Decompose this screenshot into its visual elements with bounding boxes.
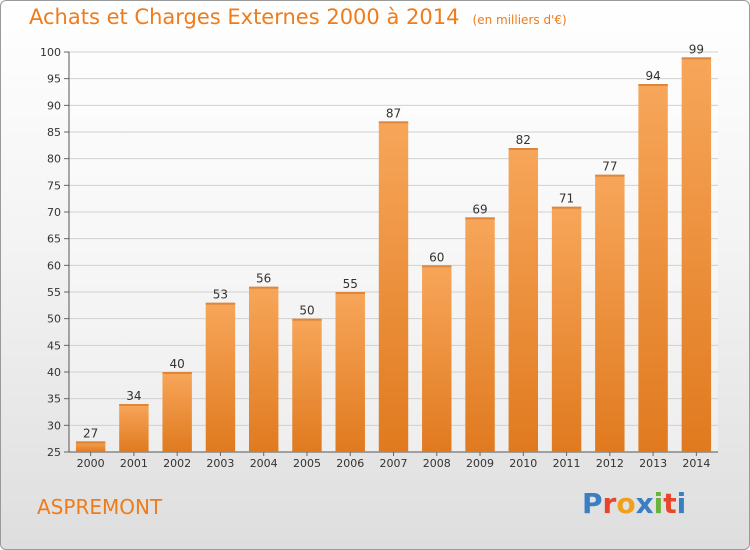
y-tick-label: 95 xyxy=(47,73,61,86)
bar-top-edge xyxy=(422,265,452,268)
x-tick-label-2008: 2008 xyxy=(423,457,451,470)
commune-name: ASPREMONT xyxy=(37,495,163,519)
y-tick-label: 70 xyxy=(47,206,61,219)
bar-2010 xyxy=(508,148,539,452)
x-tick-label-2009: 2009 xyxy=(466,457,494,470)
data-label-2010: 82 xyxy=(516,133,531,147)
bar-2006 xyxy=(335,292,365,452)
y-tick-label: 30 xyxy=(47,419,61,432)
data-label-2012: 77 xyxy=(602,160,617,174)
bar-top-edge xyxy=(205,302,236,305)
y-tick-label: 45 xyxy=(47,339,61,352)
data-label-2013: 94 xyxy=(645,69,660,83)
chart-title-block: Achats et Charges Externes 2000 à 2014 (… xyxy=(29,5,567,29)
y-tick-label: 55 xyxy=(47,286,61,299)
data-label-2008: 60 xyxy=(429,250,444,264)
y-tick-label: 35 xyxy=(47,393,61,406)
x-tick-label-2014: 2014 xyxy=(682,457,710,470)
y-tick-label: 90 xyxy=(47,99,61,112)
data-label-2002: 40 xyxy=(170,357,185,371)
bar-2000 xyxy=(75,441,106,452)
chart-unit-label: (en milliers d'€) xyxy=(472,13,567,27)
x-tick-label-2004: 2004 xyxy=(250,457,278,470)
bar-2002 xyxy=(162,372,192,452)
data-label-2007: 87 xyxy=(386,106,401,120)
x-tick-label-2005: 2005 xyxy=(293,457,321,470)
data-label-2003: 53 xyxy=(213,288,228,302)
data-label-2009: 69 xyxy=(472,202,487,216)
bar-2013 xyxy=(638,84,668,452)
bar-top-edge xyxy=(508,148,539,150)
data-label-2000: 27 xyxy=(83,426,98,440)
y-tick-label: 50 xyxy=(47,313,61,326)
logo-letter: r xyxy=(602,487,617,520)
data-label-2005: 50 xyxy=(299,304,314,318)
bar-top-edge xyxy=(681,57,712,60)
x-tick-label-2001: 2001 xyxy=(120,457,148,470)
chart-title: Achats et Charges Externes 2000 à 2014 xyxy=(29,5,460,29)
data-label-2014: 99 xyxy=(689,42,704,56)
bar-top-edge xyxy=(119,404,149,406)
x-tick-label-2013: 2013 xyxy=(639,457,667,470)
y-tick-label: 25 xyxy=(47,446,61,459)
x-tick-label-2000: 2000 xyxy=(77,457,105,470)
x-tick-label-2011: 2011 xyxy=(553,457,581,470)
y-tick-label: 75 xyxy=(47,179,61,192)
bar-top-edge xyxy=(465,217,495,220)
x-tick-label-2012: 2012 xyxy=(596,457,624,470)
data-label-2011: 71 xyxy=(559,192,574,206)
bar-top-edge xyxy=(551,206,582,209)
bar-2004 xyxy=(248,286,279,452)
bar-2001 xyxy=(119,404,149,452)
y-tick-label: 80 xyxy=(47,153,61,166)
y-tick-label: 60 xyxy=(47,259,61,272)
logo-letter: i xyxy=(653,487,664,520)
logo-letter: i xyxy=(676,487,687,520)
bar-top-edge xyxy=(595,174,625,177)
bar-2011 xyxy=(551,206,582,452)
bar-2014 xyxy=(681,57,712,452)
x-tick-label-2010: 2010 xyxy=(509,457,537,470)
bar-top-edge xyxy=(162,372,192,374)
logo-letter: P xyxy=(582,487,603,520)
logo-letter: o xyxy=(616,487,636,520)
bar-2005 xyxy=(292,318,322,452)
logo-letter: x xyxy=(635,487,654,520)
x-tick-label-2003: 2003 xyxy=(206,457,234,470)
y-tick-label: 85 xyxy=(47,126,61,139)
bar-2009 xyxy=(465,217,495,452)
data-label-2004: 56 xyxy=(256,272,271,286)
x-tick-label-2002: 2002 xyxy=(163,457,191,470)
bar-2003 xyxy=(205,302,236,452)
data-label-2006: 55 xyxy=(343,277,358,291)
bar-top-edge xyxy=(292,318,322,321)
bar-top-edge xyxy=(378,121,409,124)
bar-2012 xyxy=(595,174,625,452)
bar-top-edge xyxy=(638,84,668,86)
logo-letter: t xyxy=(663,487,677,520)
y-tick-label: 40 xyxy=(47,366,61,379)
x-tick-label-2007: 2007 xyxy=(380,457,408,470)
bar-top-edge xyxy=(335,292,365,294)
bar-top-edge xyxy=(75,441,106,444)
bar-top-edge xyxy=(248,286,279,289)
y-tick-label: 100 xyxy=(40,46,61,59)
bar-2007 xyxy=(378,121,409,452)
proxiti-logo: Proxiti xyxy=(582,487,686,520)
y-tick-label: 65 xyxy=(47,233,61,246)
data-label-2001: 34 xyxy=(126,389,141,403)
x-tick-label-2006: 2006 xyxy=(336,457,364,470)
bar-2008 xyxy=(422,265,452,452)
